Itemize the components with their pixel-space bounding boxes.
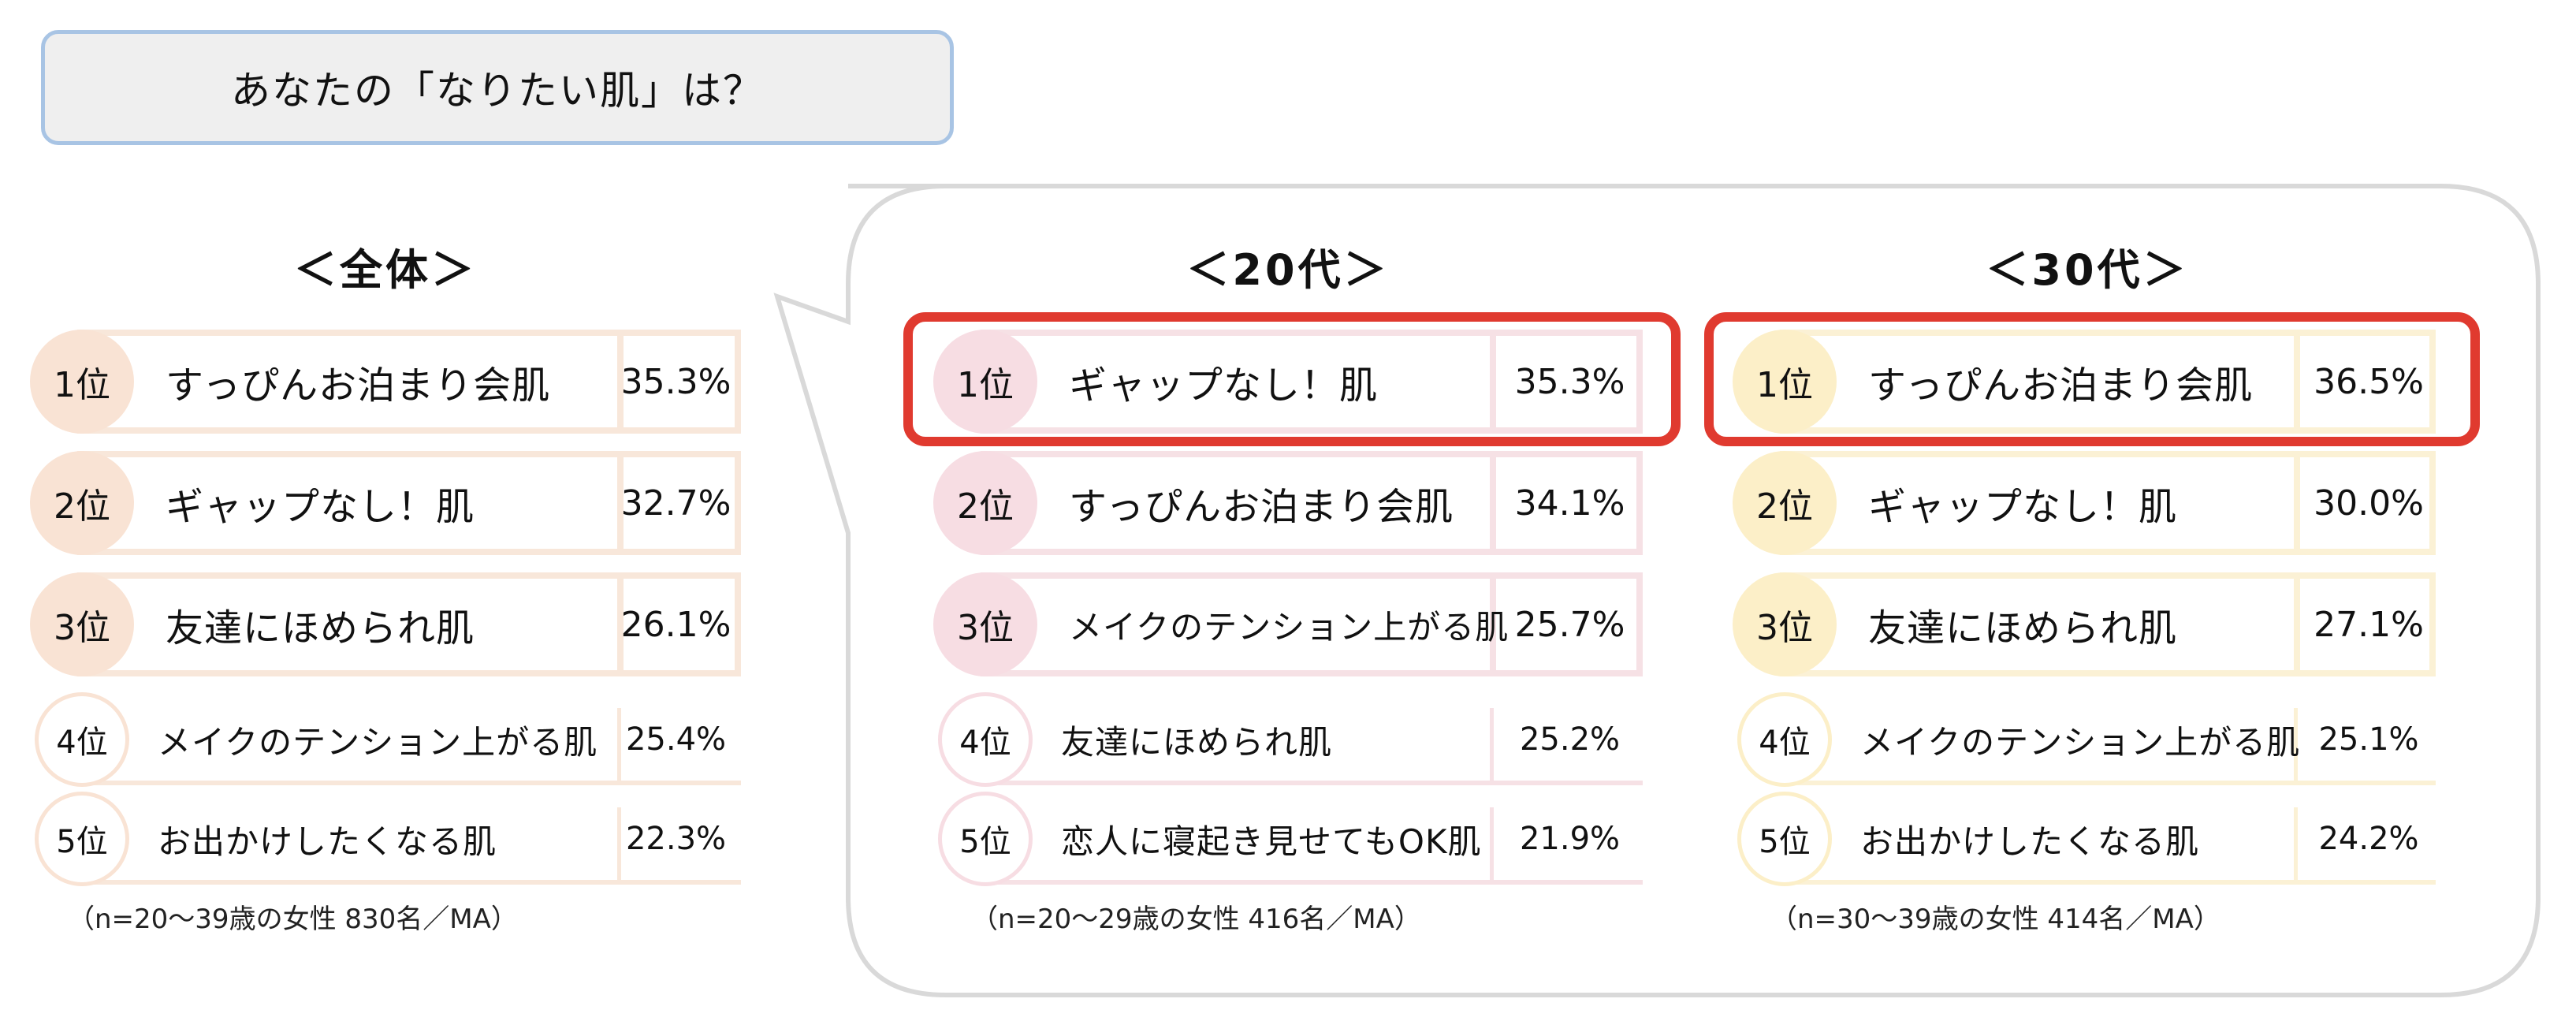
row-divider (1490, 708, 1494, 782)
rank-badge: 3位 (1733, 572, 1837, 676)
rank-badge: 3位 (933, 572, 1037, 676)
sample-note: （n=30～39歳の女性 414名／MA） (1770, 904, 2220, 935)
ranking-row: 4位 メイクのテンション上がる肌 25.1% (1733, 688, 2436, 787)
row-value: 25.4% (625, 721, 727, 758)
row-frame (981, 781, 1643, 785)
rank-badge: 2位 (30, 451, 134, 555)
sample-note: （n=20～29歳の女性 416名／MA） (971, 904, 1421, 935)
ranking-row: 1位 すっぴんお泊まり会肌 36.5% (1733, 330, 2436, 434)
row-value: 32.7% (620, 483, 731, 524)
row-value: 27.1% (2314, 604, 2424, 645)
row-divider (617, 807, 621, 881)
row-divider (617, 451, 624, 555)
row-divider (617, 572, 624, 676)
row-label: ギャップなし！肌 (166, 485, 475, 529)
rank-badge: 2位 (1733, 451, 1837, 555)
row-label: すっぴんお泊まり会肌 (1069, 485, 1454, 529)
row-label: 友達にほめられ肌 (1868, 606, 2178, 650)
row-value: 35.3% (620, 361, 731, 402)
ranking-row: 4位 メイクのテンション上がる肌 25.4% (30, 688, 741, 787)
ranking-row: 3位 メイクのテンション上がる肌 25.7% (933, 572, 1643, 676)
ranking-row: 2位 すっぴんお泊まり会肌 34.1% (933, 451, 1643, 555)
row-value: 22.3% (625, 821, 727, 857)
rank-badge: 5位 (1737, 792, 1832, 886)
row-label: 友達にほめられ肌 (1061, 722, 1333, 762)
row-value: 21.9% (1519, 821, 1621, 857)
rank-badge: 4位 (1737, 692, 1832, 787)
rank-badge: 5位 (35, 792, 129, 886)
row-divider (617, 708, 621, 782)
row-label: メイクのテンション上がる肌 (1860, 722, 2301, 762)
row-divider (1490, 807, 1494, 881)
row-value: 30.0% (2314, 483, 2424, 524)
row-frame (1780, 880, 2436, 885)
ranking-row: 3位 友達にほめられ肌 26.1% (30, 572, 741, 676)
highlight-frame-1 (903, 312, 1681, 446)
row-value: 25.7% (1514, 604, 1625, 645)
row-divider (2294, 572, 2300, 676)
chart-title: あなたの「なりたい肌」は？ (41, 30, 954, 145)
row-divider (617, 330, 624, 434)
row-frame (77, 781, 741, 785)
ranking-row: 2位 ギャップなし！肌 30.0% (1733, 451, 2436, 555)
rank-badge: 5位 (938, 792, 1033, 886)
ranking-row: 4位 友達にほめられ肌 25.2% (933, 688, 1643, 787)
row-label: お出かけしたくなる肌 (1860, 822, 2200, 861)
row-value: 24.2% (2318, 821, 2419, 857)
row-divider (1490, 451, 1496, 555)
highlight-frame-2 (1704, 312, 2480, 446)
rank-badge: 1位 (30, 330, 134, 434)
row-value: 34.1% (1514, 483, 1625, 524)
panel-heading-0: ＜全体＞ (294, 245, 477, 295)
ranking-row: 3位 友達にほめられ肌 27.1% (1733, 572, 2436, 676)
panel-heading-1: ＜20代＞ (1186, 245, 1390, 295)
row-label: 友達にほめられ肌 (166, 606, 475, 650)
rank-badge: 3位 (30, 572, 134, 676)
row-label: メイクのテンション上がる肌 (158, 722, 598, 762)
row-frame (981, 880, 1643, 885)
row-value: 25.2% (1519, 721, 1621, 758)
ranking-row: 2位 ギャップなし！肌 32.7% (30, 451, 741, 555)
ranking-row: 1位 ギャップなし！肌 35.3% (933, 330, 1643, 434)
ranking-row: 1位 すっぴんお泊まり会肌 35.3% (30, 330, 741, 434)
row-frame (1780, 781, 2436, 785)
row-label: ギャップなし！肌 (1868, 485, 2178, 529)
panel-heading-2: ＜30代＞ (1986, 245, 2189, 295)
row-label: お出かけしたくなる肌 (158, 822, 497, 861)
row-label: 恋人に寝起き見せてもOK肌 (1061, 822, 1482, 861)
row-label: メイクのテンション上がる肌 (1069, 607, 1509, 647)
ranking-row: 5位 お出かけしたくなる肌 22.3% (30, 787, 741, 886)
row-value: 26.1% (620, 604, 731, 645)
rank-badge: 4位 (938, 692, 1033, 787)
row-divider (2294, 807, 2298, 881)
ranking-row: 5位 お出かけしたくなる肌 24.2% (1733, 787, 2436, 886)
rank-badge: 4位 (35, 692, 129, 787)
rank-badge: 2位 (933, 451, 1037, 555)
row-value: 25.1% (2318, 721, 2419, 758)
row-label: すっぴんお泊まり会肌 (166, 363, 551, 408)
sample-note: （n=20～39歳の女性 830名／MA） (68, 904, 518, 935)
ranking-row: 5位 恋人に寝起き見せてもOK肌 21.9% (933, 787, 1643, 886)
row-frame (77, 880, 741, 885)
row-divider (2294, 451, 2300, 555)
